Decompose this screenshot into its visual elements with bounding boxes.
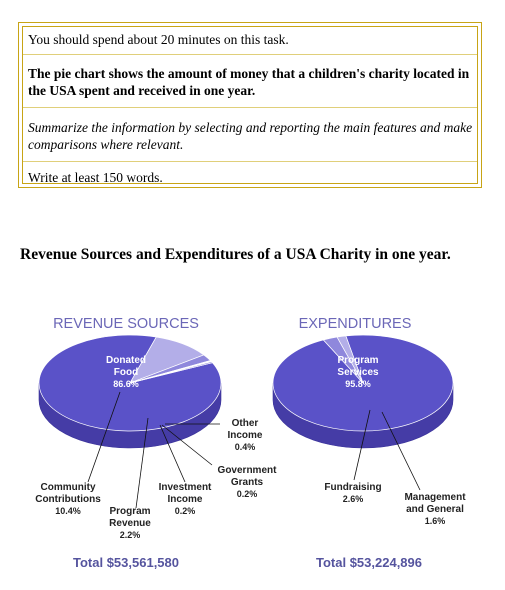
slice-percent: 95.8% xyxy=(345,379,371,389)
slice-label: Services xyxy=(337,367,379,378)
task-description: The pie chart shows the amount of money … xyxy=(28,66,470,98)
chart-heading: Revenue Sources and Expenditures of a US… xyxy=(20,246,451,263)
slice-percent: 2.6% xyxy=(343,494,364,504)
leader-line xyxy=(87,391,121,483)
leader-line xyxy=(353,409,371,481)
slice-percent: 1.6% xyxy=(425,516,446,526)
slice-label: Food xyxy=(114,367,138,378)
slice-label: Income xyxy=(227,430,262,441)
task-divider xyxy=(23,161,477,162)
slice-label: Revenue xyxy=(109,518,151,529)
slice-label: Contributions xyxy=(35,494,101,505)
slice-label: and General xyxy=(406,504,464,515)
slice-label: Donated xyxy=(106,355,146,366)
leader-line xyxy=(161,424,213,466)
task-divider xyxy=(23,54,477,55)
pie-title: EXPENDITURES xyxy=(299,316,412,332)
slice-label: Program xyxy=(109,506,150,517)
task-box-inner: You should spend about 20 minutes on thi… xyxy=(22,26,478,185)
slice-label: Investment xyxy=(159,482,212,493)
pie-total: Total $53,561,580 xyxy=(73,555,179,570)
slice-label: Fundraising xyxy=(324,482,381,493)
task-divider xyxy=(23,107,477,108)
slice-percent: 0.4% xyxy=(235,442,256,452)
slice-label: Management xyxy=(404,492,466,503)
slice-label: Government xyxy=(218,465,278,476)
task-time-instruction: You should spend about 20 minutes on thi… xyxy=(28,32,289,47)
slice-percent: 10.4% xyxy=(55,506,81,516)
leader-line xyxy=(381,411,421,491)
pie-title: REVENUE SOURCES xyxy=(53,316,199,332)
slice-label: Grants xyxy=(231,477,264,488)
slice-percent: 86.6% xyxy=(113,379,139,389)
slice-percent: 0.2% xyxy=(237,489,258,499)
pie-total: Total $53,224,896 xyxy=(316,555,422,570)
leader-line xyxy=(159,424,186,483)
slice-label: Program xyxy=(337,355,378,366)
slice-label: Community xyxy=(41,482,96,493)
slice-other-income xyxy=(129,361,214,384)
slice-label: Other xyxy=(232,418,259,429)
task-summary-instruction: Summarize the information by selecting a… xyxy=(28,120,473,152)
leader-line xyxy=(135,417,149,509)
slice-percent: 2.2% xyxy=(120,530,141,540)
slice-management-and-general xyxy=(336,335,364,384)
slice-percent: 0.2% xyxy=(175,506,196,516)
task-word-count: Write at least 150 words. xyxy=(28,170,163,185)
pie-charts: Donated Food 86.6% Community Contributions 10… xyxy=(0,300,505,590)
slice-label: Income xyxy=(167,494,202,505)
task-box: You should spend about 20 minutes on thi… xyxy=(18,22,482,188)
